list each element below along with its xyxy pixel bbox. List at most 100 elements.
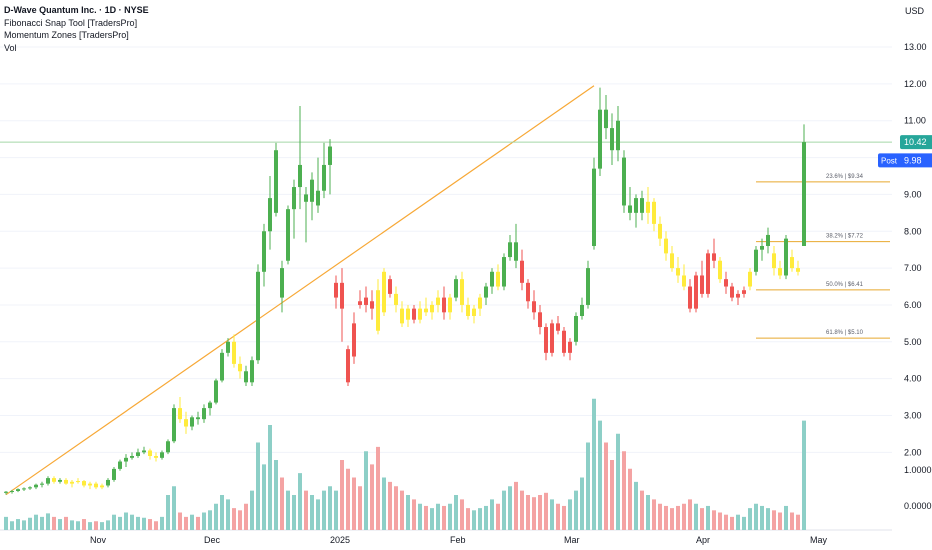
candle-body[interactable] bbox=[112, 468, 116, 480]
candle-body[interactable] bbox=[484, 286, 488, 298]
candle-body[interactable] bbox=[244, 371, 248, 383]
candle-body[interactable] bbox=[634, 198, 638, 213]
candle-body[interactable] bbox=[790, 257, 794, 269]
candle-body[interactable] bbox=[736, 293, 740, 298]
candle-body[interactable] bbox=[310, 179, 314, 202]
candle-body[interactable] bbox=[88, 483, 92, 486]
candle-body[interactable] bbox=[802, 142, 806, 246]
candle-body[interactable] bbox=[592, 168, 596, 246]
candle-body[interactable] bbox=[772, 253, 776, 269]
candle-body[interactable] bbox=[550, 323, 554, 353]
candle-body[interactable] bbox=[286, 209, 290, 261]
candle-body[interactable] bbox=[316, 190, 320, 206]
candle-body[interactable] bbox=[364, 297, 368, 305]
candle-body[interactable] bbox=[532, 301, 536, 313]
candle-body[interactable] bbox=[184, 419, 188, 427]
candle-body[interactable] bbox=[604, 109, 608, 129]
candle-body[interactable] bbox=[226, 341, 230, 353]
candle-body[interactable] bbox=[70, 481, 74, 484]
candle-body[interactable] bbox=[214, 380, 218, 403]
candle-body[interactable] bbox=[94, 483, 98, 488]
candle-body[interactable] bbox=[448, 297, 452, 313]
candle-body[interactable] bbox=[400, 308, 404, 324]
indicator-momentum-label[interactable]: Momentum Zones [TradersPro] bbox=[4, 30, 129, 40]
candle-body[interactable] bbox=[322, 164, 326, 191]
candle-body[interactable] bbox=[544, 327, 548, 353]
candle-body[interactable] bbox=[796, 268, 800, 272]
candle-body[interactable] bbox=[64, 479, 68, 484]
candle-body[interactable] bbox=[142, 450, 146, 453]
candle-body[interactable] bbox=[478, 297, 482, 309]
candle-body[interactable] bbox=[220, 352, 224, 381]
candle-body[interactable] bbox=[4, 491, 8, 493]
candle-body[interactable] bbox=[664, 238, 668, 254]
trendline[interactable] bbox=[5, 85, 595, 496]
candle-body[interactable] bbox=[646, 201, 650, 213]
candle-body[interactable] bbox=[508, 242, 512, 258]
candle-body[interactable] bbox=[766, 234, 770, 246]
candle-body[interactable] bbox=[580, 304, 584, 316]
indicator-volume-label[interactable]: Vol bbox=[4, 42, 17, 53]
candle-body[interactable] bbox=[52, 478, 56, 482]
candle-body[interactable] bbox=[682, 275, 686, 287]
candle-body[interactable] bbox=[526, 282, 530, 302]
last-price-badge[interactable] bbox=[900, 135, 932, 150]
candle-body[interactable] bbox=[586, 268, 590, 305]
candle-body[interactable] bbox=[538, 312, 542, 328]
candle-body[interactable] bbox=[718, 260, 722, 280]
candle-body[interactable] bbox=[622, 157, 626, 206]
candle-body[interactable] bbox=[16, 489, 20, 491]
candle-body[interactable] bbox=[700, 275, 704, 294]
candle-body[interactable] bbox=[598, 109, 602, 169]
candle-body[interactable] bbox=[196, 417, 200, 420]
candle-body[interactable] bbox=[784, 238, 788, 276]
candle-body[interactable] bbox=[262, 231, 266, 272]
candle-body[interactable] bbox=[268, 198, 272, 232]
candle-body[interactable] bbox=[640, 198, 644, 213]
candle-body[interactable] bbox=[724, 279, 728, 287]
candle-body[interactable] bbox=[106, 479, 110, 486]
candle-body[interactable] bbox=[424, 308, 428, 313]
candle-body[interactable] bbox=[670, 253, 674, 269]
candle-body[interactable] bbox=[328, 146, 332, 165]
candle-body[interactable] bbox=[466, 304, 470, 316]
candle-body[interactable] bbox=[280, 268, 284, 298]
candle-body[interactable] bbox=[46, 478, 50, 484]
candle-body[interactable] bbox=[178, 408, 182, 420]
candle-body[interactable] bbox=[346, 349, 350, 383]
candle-body[interactable] bbox=[292, 187, 296, 210]
candle-body[interactable] bbox=[250, 360, 254, 383]
candle-body[interactable] bbox=[742, 290, 746, 294]
candle-body[interactable] bbox=[172, 408, 176, 442]
candle-body[interactable] bbox=[34, 484, 38, 488]
candle-body[interactable] bbox=[748, 271, 752, 287]
candle-body[interactable] bbox=[274, 150, 278, 213]
candle-body[interactable] bbox=[694, 275, 698, 309]
candle-body[interactable] bbox=[574, 316, 578, 342]
candle-body[interactable] bbox=[562, 330, 566, 353]
candle-body[interactable] bbox=[460, 279, 464, 305]
candle-body[interactable] bbox=[190, 417, 194, 427]
candle-body[interactable] bbox=[388, 279, 392, 294]
candle-body[interactable] bbox=[778, 268, 782, 276]
candle-body[interactable] bbox=[442, 297, 446, 313]
candle-body[interactable] bbox=[76, 481, 80, 483]
candle-body[interactable] bbox=[208, 402, 212, 409]
candle-body[interactable] bbox=[610, 128, 614, 151]
candle-body[interactable] bbox=[556, 323, 560, 331]
candle-body[interactable] bbox=[376, 290, 380, 331]
candle-body[interactable] bbox=[124, 457, 128, 462]
symbol-title[interactable]: D-Wave Quantum Inc. · 1D · NYSE bbox=[4, 5, 149, 15]
candle-body[interactable] bbox=[706, 253, 710, 294]
candle-body[interactable] bbox=[166, 441, 170, 453]
candle-body[interactable] bbox=[160, 452, 164, 458]
candle-body[interactable] bbox=[340, 282, 344, 309]
candle-body[interactable] bbox=[148, 450, 152, 456]
candle-body[interactable] bbox=[496, 271, 500, 287]
candle-body[interactable] bbox=[352, 323, 356, 357]
candle-body[interactable] bbox=[568, 341, 572, 353]
candle-body[interactable] bbox=[616, 120, 620, 151]
candle-body[interactable] bbox=[754, 249, 758, 272]
candle-body[interactable] bbox=[202, 408, 206, 420]
